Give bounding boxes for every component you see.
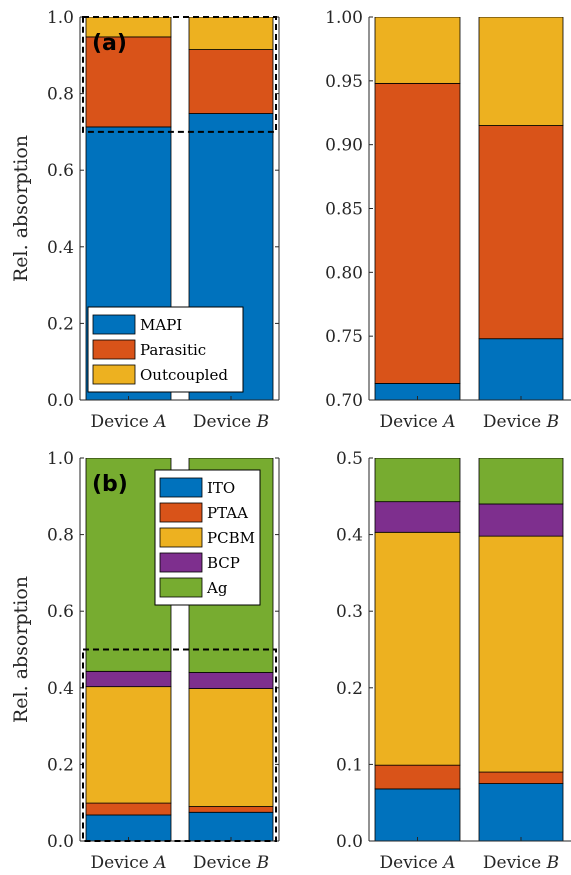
bar-segment-s0-0 (374, 788, 461, 841)
bar-segment-parasitic-1 (188, 49, 274, 114)
chart-panel-a-right: 0.70 0.75 0.80 0.85 0.90 0.95 1.00 Device A Devi… (325, 8, 571, 432)
legend-swatch (159, 527, 203, 548)
y-tick-label: 1.00 (325, 8, 363, 28)
zoom-region-box (82, 16, 277, 133)
y-tick-label: 0.4 (47, 238, 74, 258)
legend: ITO PTAA PCBM BCP Ag (154, 469, 261, 606)
y-tick-label: 0.2 (336, 679, 363, 699)
legend-entry: PCBM (207, 529, 255, 547)
y-tick-label: 0.95 (325, 72, 363, 92)
zoom-region-box (82, 648, 277, 842)
bars (374, 458, 564, 841)
x-tick-label: Device B (193, 412, 269, 432)
bar-segment-s1-0 (374, 82, 461, 384)
bars (374, 17, 564, 400)
x-tick-label: Device B (193, 853, 269, 873)
y-tick-label: 0.2 (47, 755, 74, 775)
y-tick-label: 0.85 (325, 200, 363, 220)
y-tick-label: 0.0 (47, 832, 74, 852)
bar-segment-s1-1 (478, 125, 564, 340)
bar-segment-s2-0 (374, 17, 461, 84)
legend-entry: PTAA (207, 504, 248, 522)
y-axis-label: Rel. absorption (10, 576, 32, 723)
chart-panel-b-left: 0.0 0.2 0.4 0.6 0.8 1.0 Device A Device B Rel. a… (10, 449, 280, 873)
legend: MAPI Parasitic Outcoupled (87, 306, 244, 393)
legend-entry: Outcoupled (140, 366, 228, 384)
panel-label: (b) (92, 472, 128, 497)
y-tick-label: 0.80 (325, 263, 363, 283)
legend-entry: Ag (206, 579, 228, 597)
bar-segment-s3-0 (374, 501, 461, 533)
y-tick-label: 1.0 (47, 8, 74, 28)
bar-segment-parasitic-0 (85, 36, 172, 128)
bar-segment-bcp-0 (85, 670, 172, 688)
bar-segment-s4-1 (478, 458, 564, 505)
legend-swatch (92, 339, 136, 360)
x-tick-label: Device A (380, 412, 456, 432)
bar-segment-s1-1 (478, 771, 564, 784)
bar-segment-s0-1 (478, 783, 564, 841)
bar-segment-s2-1 (478, 535, 564, 773)
y-axis-label: Rel. absorption (10, 135, 32, 282)
legend-entry: MAPI (140, 316, 182, 334)
legend-entry: BCP (207, 554, 240, 572)
panel-label: (a) (92, 31, 127, 56)
y-tick-label: 0.70 (325, 391, 363, 411)
legend-entry: Parasitic (140, 341, 206, 359)
legend-swatch (92, 364, 136, 385)
bar-segment-ptaa-1 (188, 806, 274, 813)
legend-swatch (92, 314, 136, 335)
bar-segment-pcbm-0 (85, 686, 172, 804)
bar-segment-s3-1 (478, 503, 564, 537)
y-tick-label: 0.90 (325, 136, 363, 156)
chart-panel-b-right: 0.0 0.1 0.2 0.3 0.4 0.5 Device A Device B (336, 449, 571, 873)
bar-segment-outcoupled-0 (85, 17, 172, 38)
bar-segment-bcp-1 (188, 672, 274, 689)
x-tick-label: Device B (483, 853, 559, 873)
y-tick-label: 0.8 (47, 526, 74, 546)
y-tick-label: 0.5 (336, 449, 363, 469)
y-tick-label: 0.0 (336, 832, 363, 852)
y-tick-label: 0.4 (336, 526, 363, 546)
legend-swatch (159, 577, 203, 598)
y-tick-label: 1.0 (47, 449, 74, 469)
bar-segment-s2-0 (374, 531, 461, 766)
y-tick-label: 0.0 (47, 391, 74, 411)
y-tick-label: 0.75 (325, 327, 363, 347)
y-tick-label: 0.6 (47, 602, 74, 622)
legend-swatch (159, 552, 203, 573)
y-tick-label: 0.3 (336, 602, 363, 622)
bar-segment-pcbm-1 (188, 688, 274, 807)
legend-swatch (159, 477, 203, 498)
bar-segment-ito-1 (188, 811, 274, 841)
y-tick-label: 0.2 (47, 314, 74, 334)
x-tick-label: Device A (91, 853, 167, 873)
bar-segment-s4-0 (374, 458, 461, 503)
bar-segment-s2-1 (478, 17, 564, 126)
y-tick-label: 0.6 (47, 161, 74, 181)
bar-segment-s1-0 (374, 764, 461, 790)
bar-segment-ptaa-0 (85, 802, 172, 816)
bar-segment-outcoupled-1 (188, 17, 274, 50)
x-tick-label: Device A (91, 412, 167, 432)
x-tick-label: Device A (380, 853, 456, 873)
x-tick-label: Device B (483, 412, 559, 432)
legend-swatch (159, 502, 203, 523)
legend-entry: ITO (207, 479, 235, 497)
bar-segment-s0-1 (478, 338, 564, 400)
y-tick-label: 0.4 (47, 679, 74, 699)
chart-panel-a-left: 0.0 0.2 0.4 0.6 0.8 1.0 Device A Device B Rel. a… (10, 8, 280, 432)
y-tick-label: 0.1 (336, 755, 363, 775)
y-tick-label: 0.8 (47, 85, 74, 105)
